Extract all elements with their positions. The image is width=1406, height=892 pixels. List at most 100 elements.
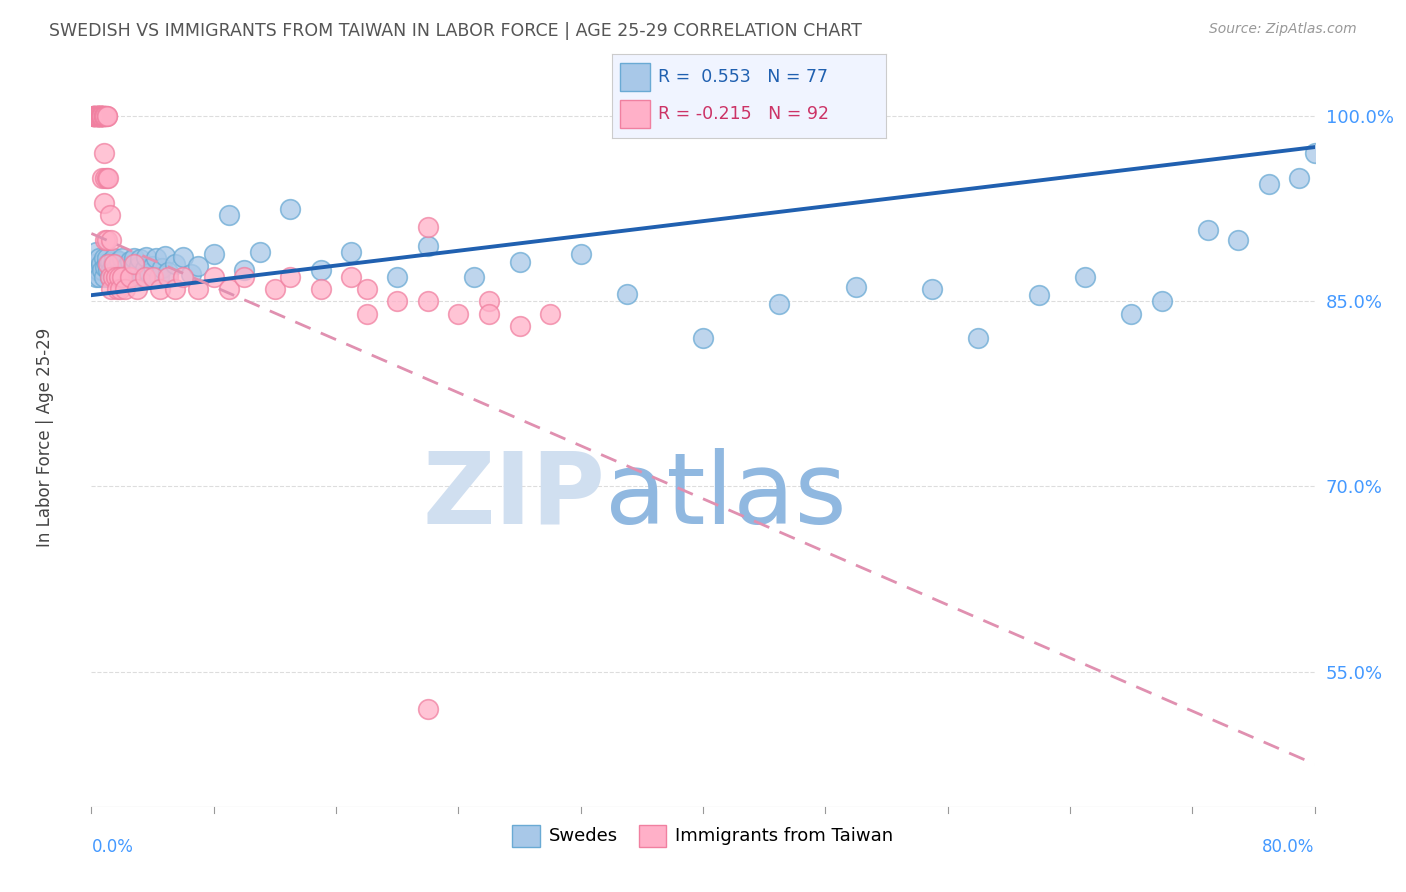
Point — [97, 171, 120, 186]
Point — [100, 233, 122, 247]
Point — [309, 282, 332, 296]
Point — [83, 109, 105, 123]
FancyBboxPatch shape — [620, 62, 650, 91]
Point — [1150, 294, 1173, 309]
Point — [156, 265, 179, 279]
Point — [127, 282, 149, 296]
Point — [84, 109, 107, 123]
Point — [172, 250, 194, 264]
Point — [104, 267, 127, 281]
Point — [97, 257, 120, 271]
Point — [94, 109, 117, 123]
Point — [90, 109, 112, 123]
Point — [309, 263, 332, 277]
Point — [90, 109, 112, 123]
Point — [120, 269, 142, 284]
Point — [114, 282, 136, 296]
Point — [921, 282, 943, 296]
Point — [87, 109, 110, 123]
Point — [153, 249, 176, 263]
Point — [83, 109, 105, 123]
Point — [114, 267, 136, 281]
Point — [118, 253, 141, 268]
Point — [356, 282, 378, 296]
Point — [121, 262, 143, 277]
Point — [86, 109, 108, 123]
Text: R =  0.553   N = 77: R = 0.553 N = 77 — [658, 68, 828, 86]
Point — [340, 269, 363, 284]
Point — [1074, 269, 1097, 284]
Point — [129, 252, 152, 267]
Point — [134, 262, 156, 277]
Point — [84, 109, 107, 123]
Point — [111, 269, 134, 284]
Point — [90, 109, 112, 123]
Point — [96, 257, 118, 271]
Point — [135, 250, 157, 264]
Point — [1197, 223, 1219, 237]
Point — [768, 297, 790, 311]
Point — [90, 257, 112, 271]
Point — [84, 109, 107, 123]
Point — [91, 109, 114, 123]
Point — [103, 262, 125, 277]
Point — [86, 109, 108, 123]
Point — [98, 255, 121, 269]
Point — [84, 109, 107, 123]
Text: atlas: atlas — [605, 448, 846, 545]
Point — [149, 282, 172, 296]
Point — [87, 109, 110, 123]
Point — [84, 269, 107, 284]
Point — [616, 287, 638, 301]
Point — [87, 109, 110, 123]
Point — [91, 109, 114, 123]
Point — [105, 260, 128, 274]
Point — [150, 260, 173, 275]
Point — [385, 294, 409, 309]
Point — [187, 282, 209, 296]
Point — [93, 109, 115, 123]
Point — [264, 282, 287, 296]
Point — [87, 109, 110, 123]
Point — [96, 233, 118, 247]
Point — [569, 247, 592, 261]
Point — [84, 244, 107, 259]
Point — [86, 109, 108, 123]
Point — [93, 109, 115, 123]
Point — [180, 267, 202, 281]
Text: In Labor Force | Age 25-29: In Labor Force | Age 25-29 — [37, 327, 53, 547]
Point — [385, 269, 409, 284]
Point — [131, 269, 153, 284]
Point — [356, 307, 378, 321]
Point — [83, 257, 105, 271]
Point — [103, 257, 125, 271]
Point — [82, 109, 104, 123]
Point — [93, 251, 115, 265]
Point — [340, 244, 363, 259]
Point — [138, 266, 160, 280]
Point — [165, 282, 187, 296]
Point — [98, 208, 121, 222]
Point — [108, 269, 131, 284]
Point — [93, 195, 115, 210]
Point — [82, 263, 104, 277]
Point — [94, 233, 117, 247]
Point — [845, 279, 868, 293]
Point — [122, 251, 145, 265]
Point — [416, 239, 439, 253]
Point — [478, 294, 501, 309]
Point — [96, 109, 118, 123]
Point — [87, 269, 110, 284]
Point — [94, 260, 117, 274]
Point — [101, 269, 124, 284]
Point — [127, 266, 149, 280]
Point — [82, 109, 104, 123]
Point — [96, 251, 118, 265]
Point — [86, 109, 108, 123]
Point — [145, 251, 167, 265]
Point — [93, 109, 115, 123]
Text: R = -0.215   N = 92: R = -0.215 N = 92 — [658, 105, 830, 123]
Point — [87, 109, 110, 123]
Point — [91, 109, 114, 123]
Point — [202, 269, 225, 284]
